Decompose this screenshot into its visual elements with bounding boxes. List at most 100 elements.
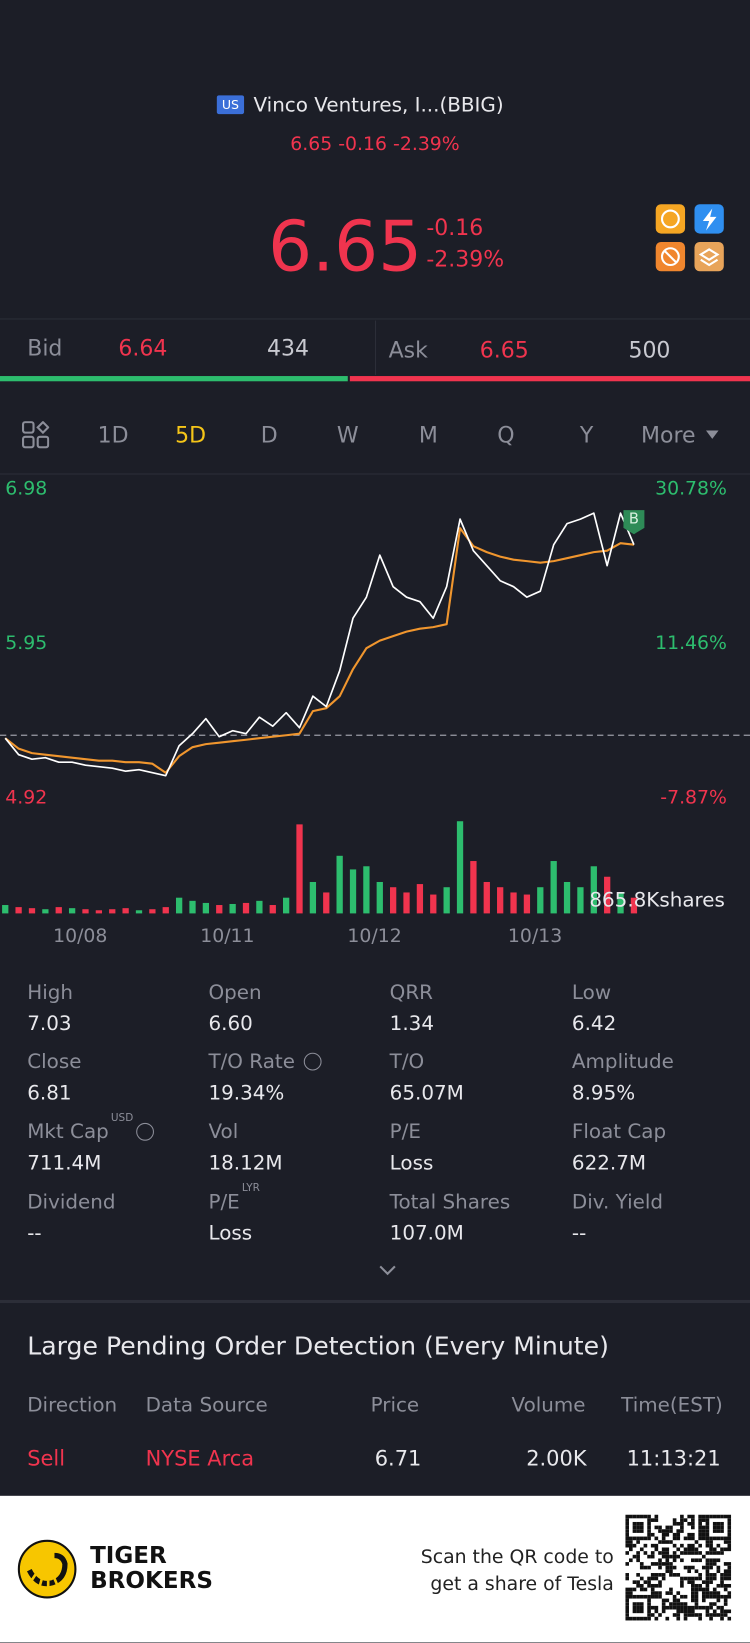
qr-module	[647, 1554, 651, 1559]
stat-value: 8.95%	[571, 1081, 636, 1105]
qr-module	[694, 1594, 699, 1599]
qr-module	[709, 1591, 713, 1595]
qr-module	[716, 1543, 721, 1548]
volume-label: 865.8Kshares	[589, 888, 725, 911]
qr-module	[643, 1514, 648, 1519]
qr-module	[654, 1576, 659, 1581]
qr-module	[654, 1543, 659, 1548]
qr-module	[694, 1558, 699, 1563]
qr-module	[698, 1529, 702, 1533]
qr-module	[705, 1576, 710, 1581]
volume-bar	[604, 876, 611, 914]
qr-module	[705, 1536, 710, 1541]
qr-module	[680, 1583, 684, 1588]
icon-layers[interactable]	[694, 241, 724, 272]
qr-module	[636, 1605, 640, 1610]
qr-module	[665, 1562, 670, 1566]
period-tab[interactable]: Y	[579, 422, 594, 448]
qr-module	[669, 1554, 673, 1559]
qr-module	[661, 1598, 666, 1603]
volume-bar	[537, 887, 544, 914]
qr-module	[632, 1543, 637, 1548]
qr-module	[658, 1562, 662, 1566]
qr-module	[632, 1609, 637, 1614]
qr-module	[680, 1525, 684, 1530]
info-icon[interactable]	[136, 1122, 154, 1141]
qr-module	[716, 1514, 721, 1519]
period-tab[interactable]: More	[641, 422, 696, 448]
qr-module	[628, 1594, 633, 1599]
period-tab[interactable]: D	[260, 422, 278, 448]
qr-module	[665, 1591, 670, 1595]
qr-module	[716, 1605, 721, 1610]
qr-module	[625, 1609, 629, 1614]
qr-module	[694, 1598, 699, 1603]
qr-module	[643, 1536, 648, 1541]
qr-module	[625, 1576, 629, 1581]
qr-module	[705, 1591, 710, 1595]
qr-module	[727, 1573, 732, 1577]
qr-module	[650, 1532, 655, 1537]
stat-label: Div. Yield	[571, 1190, 664, 1214]
qr-module	[669, 1540, 673, 1544]
qr-module	[687, 1547, 692, 1552]
qr-module	[632, 1529, 637, 1533]
qr-module	[720, 1609, 724, 1614]
stat-label: T/O Rate	[208, 1050, 295, 1074]
qr-module	[658, 1583, 662, 1588]
qr-module	[661, 1562, 666, 1566]
qr-module	[647, 1602, 651, 1606]
qr-module	[654, 1609, 659, 1614]
qr-module	[676, 1532, 681, 1537]
qr-module	[628, 1543, 633, 1548]
icon-part	[21, 435, 35, 449]
volume-bar	[550, 861, 557, 914]
brand-line: TIGER	[90, 1542, 167, 1570]
qr-module	[632, 1521, 637, 1526]
qr-module	[705, 1613, 710, 1617]
qr-module	[650, 1573, 655, 1577]
icon-glyph	[660, 247, 680, 267]
tiger-logo	[17, 1539, 77, 1599]
qr-module	[705, 1525, 710, 1530]
stat-label: Total Shares	[389, 1190, 511, 1214]
qr-module	[701, 1518, 706, 1522]
qr-module	[643, 1551, 648, 1555]
qr-module	[723, 1514, 728, 1519]
qr-module	[636, 1521, 640, 1526]
layout-icon[interactable]	[21, 421, 50, 449]
qr-module	[687, 1536, 692, 1541]
expand-chevron[interactable]	[378, 1264, 397, 1277]
qr-module	[625, 1616, 629, 1621]
y-tick-label: 6.98	[5, 479, 47, 500]
stat-label: Float Cap	[571, 1120, 667, 1144]
qr-module	[701, 1605, 706, 1610]
period-tab[interactable]: W	[336, 422, 359, 448]
volume-bar	[323, 892, 330, 914]
volume-bar	[523, 894, 531, 914]
qr-module	[727, 1591, 732, 1595]
icon-dollar[interactable]	[655, 204, 686, 234]
qr-module	[628, 1536, 633, 1541]
volume-bar	[416, 884, 424, 914]
qr-module	[625, 1591, 629, 1595]
divider	[0, 318, 750, 320]
qr-module	[639, 1587, 644, 1592]
stat-value: 6.60	[208, 1012, 253, 1036]
period-tab[interactable]: 5D	[175, 422, 207, 448]
qr-module	[716, 1591, 721, 1595]
period-tab[interactable]: Q	[497, 422, 515, 448]
qr-module	[709, 1547, 713, 1552]
qr-module	[712, 1525, 717, 1530]
qr-module	[658, 1573, 662, 1577]
qr-module	[654, 1573, 659, 1577]
qr-module	[650, 1583, 655, 1588]
qr-module	[716, 1569, 721, 1574]
period-tab[interactable]: M	[418, 422, 438, 448]
period-tab[interactable]: 1D	[97, 422, 129, 448]
divider	[0, 473, 750, 475]
qr-module	[720, 1573, 724, 1577]
qr-module	[650, 1613, 655, 1617]
qr-module	[727, 1521, 732, 1526]
info-icon[interactable]	[303, 1052, 322, 1071]
